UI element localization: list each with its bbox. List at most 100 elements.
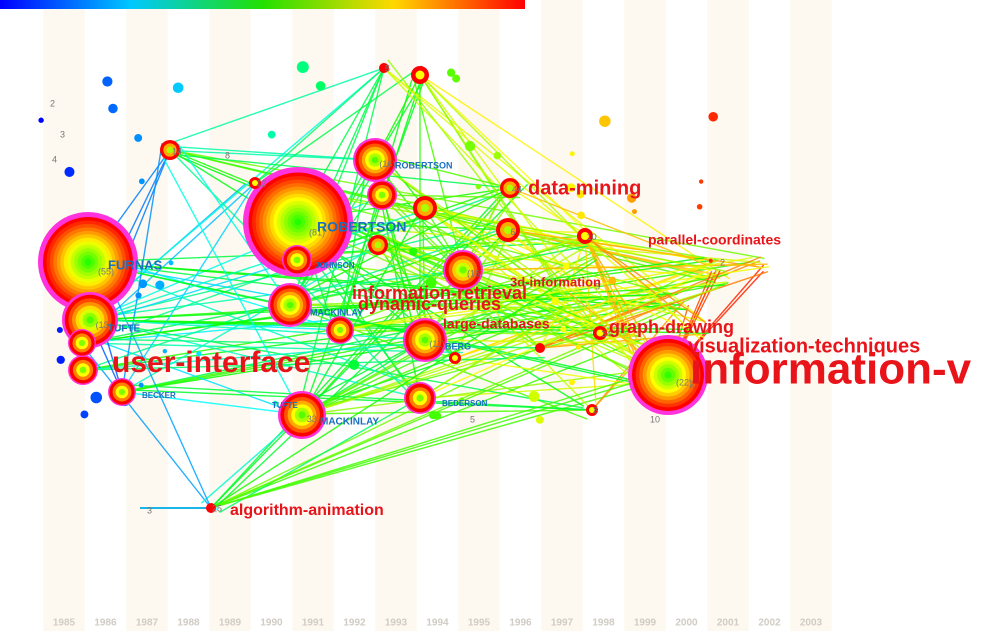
node-label: 14 <box>172 146 182 156</box>
node-label: 5 <box>470 414 475 424</box>
small-node <box>494 152 502 160</box>
keyword: data-mining <box>528 177 641 199</box>
small-node <box>570 151 575 156</box>
node-label: 6 <box>510 227 515 237</box>
small-node <box>139 383 144 388</box>
author: ROBERTSON <box>395 160 453 170</box>
node <box>337 327 343 333</box>
node <box>416 394 423 401</box>
node-label: (16) <box>379 159 395 169</box>
year-label: 1999 <box>634 618 657 629</box>
author: TUFTE <box>108 324 141 335</box>
keyword: large-databases <box>443 316 550 332</box>
link <box>124 390 592 410</box>
node <box>452 355 458 361</box>
year-label: 1985 <box>53 618 76 629</box>
node-label: 3 <box>60 129 65 139</box>
small-node <box>529 391 540 402</box>
small-node <box>465 141 475 151</box>
node-label: (16) <box>467 268 483 278</box>
node-label: 2 <box>50 98 55 108</box>
small-node <box>169 261 174 266</box>
node <box>421 204 429 212</box>
node <box>379 192 386 199</box>
node <box>294 257 301 264</box>
node <box>86 316 93 323</box>
small-node <box>551 297 559 305</box>
year-label: 1990 <box>260 618 283 629</box>
year-label: 1993 <box>385 618 408 629</box>
small-node <box>90 392 102 404</box>
small-node <box>599 115 610 126</box>
stripe <box>707 0 749 631</box>
author: BEDERSON <box>442 399 488 408</box>
node <box>287 302 294 309</box>
link <box>172 68 384 143</box>
color-scale <box>0 0 525 9</box>
author: TUFTE <box>272 401 298 410</box>
small-node <box>632 209 637 214</box>
small-node <box>81 411 89 419</box>
author: MACKINLAY <box>310 307 363 317</box>
node-label: 25 <box>212 503 222 513</box>
node <box>85 259 92 266</box>
year-label: 2001 <box>717 618 740 629</box>
year-label: 2003 <box>800 618 823 629</box>
stripe <box>790 0 832 631</box>
small-node <box>155 280 164 289</box>
node-label: 5 <box>385 63 390 73</box>
node <box>294 218 301 225</box>
node <box>298 411 305 418</box>
author: BECKER <box>142 391 176 400</box>
small-node <box>38 118 43 123</box>
small-node <box>297 61 309 73</box>
year-label: 2002 <box>758 618 781 629</box>
node-label: 2 <box>720 257 725 267</box>
small-node <box>57 327 63 333</box>
small-node <box>409 247 417 255</box>
small-node <box>476 184 481 189</box>
small-node <box>173 82 184 93</box>
year-label: 1996 <box>509 618 532 629</box>
keyword: user-interface <box>112 346 310 379</box>
node-label: 4 <box>52 154 57 164</box>
small-node <box>560 326 566 332</box>
keyword: graph-drawing <box>609 317 734 337</box>
small-node <box>563 263 570 270</box>
small-node <box>452 75 460 83</box>
year-label: 1994 <box>426 618 449 629</box>
small-node <box>349 360 359 370</box>
node <box>80 367 87 374</box>
year-label: 1989 <box>219 618 242 629</box>
small-node <box>536 416 544 424</box>
keyword: algorithm-animation <box>230 502 384 519</box>
keyword: parallel-coordinates <box>648 232 781 248</box>
small-node <box>429 411 437 419</box>
small-node <box>709 259 713 263</box>
keyword: 3d-information <box>510 274 601 289</box>
node-label: 3 <box>147 505 152 515</box>
node <box>535 343 545 353</box>
small-node <box>138 279 147 288</box>
year-label: 1988 <box>177 618 200 629</box>
node <box>372 157 379 164</box>
small-node <box>576 344 581 349</box>
node-label: 8 <box>593 406 598 416</box>
small-node <box>316 81 326 91</box>
author: JOHNSON <box>315 261 355 270</box>
small-node <box>57 356 65 364</box>
author: ROBERTSON <box>317 219 406 235</box>
small-node <box>108 104 118 114</box>
author: BERG <box>445 341 471 351</box>
node <box>459 266 466 273</box>
year-label: 1987 <box>136 618 159 629</box>
node-label: 10 <box>587 232 597 242</box>
small-node <box>608 277 616 285</box>
node <box>422 337 429 344</box>
node-label: 8 <box>225 150 230 160</box>
small-node <box>134 134 142 142</box>
year-label: 1991 <box>302 618 325 629</box>
year-label: 1997 <box>551 618 574 629</box>
node-label: 44 <box>512 184 522 194</box>
